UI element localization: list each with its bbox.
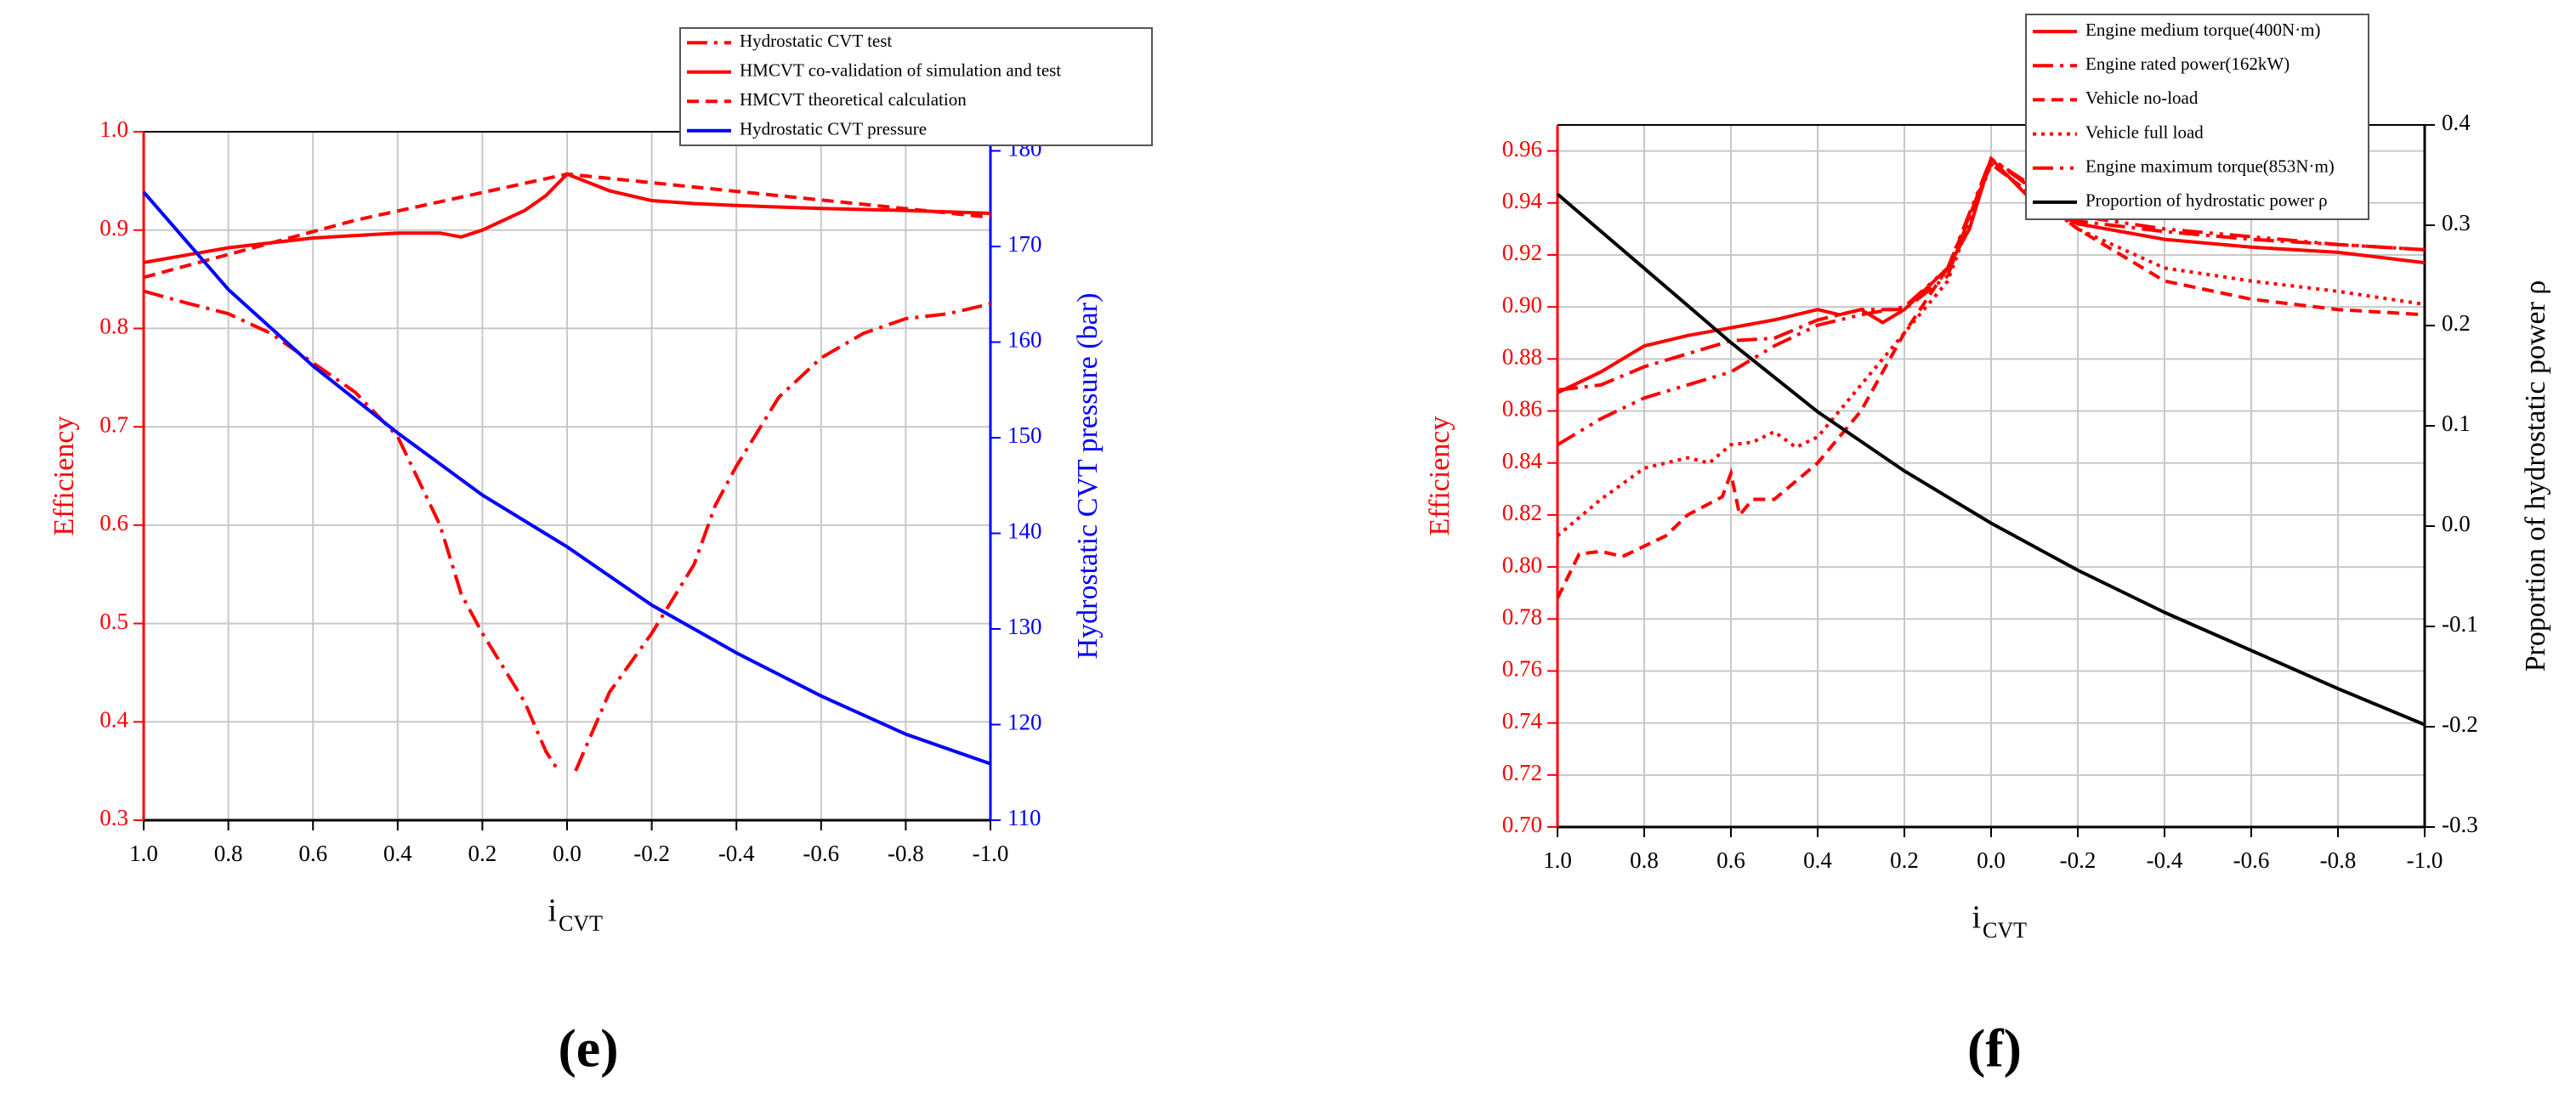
x-tick-label: -0.8 xyxy=(888,841,924,866)
y-axis-label: Efficiency xyxy=(1424,416,1455,536)
y-tick-label: 0.4 xyxy=(99,706,128,732)
y-tick-label: 0.8 xyxy=(99,314,128,339)
y-tick-label: 0.5 xyxy=(99,609,128,634)
y-tick-label: 0.92 xyxy=(1502,240,1542,265)
x-tick-label: -1.0 xyxy=(973,841,1009,866)
y-tick-label: 0.3 xyxy=(99,805,128,830)
y2-tick-label: 170 xyxy=(1007,231,1042,257)
y2-tick-label: 0.2 xyxy=(2442,310,2471,336)
y2-tick-label: 160 xyxy=(1007,327,1042,353)
legend-box xyxy=(679,27,1153,146)
y2-tick-label: 0.1 xyxy=(2442,411,2471,436)
series-line xyxy=(1556,192,2426,727)
series-line xyxy=(1557,156,2426,392)
y-tick-label: 0.82 xyxy=(1502,500,1542,525)
legend-label: Hydrostatic CVT test xyxy=(740,31,892,51)
y-tick-label: 0.74 xyxy=(1502,708,1543,734)
y-tick-label: 0.7 xyxy=(99,411,128,437)
y-tick-label: 0.9 xyxy=(99,215,128,241)
y2-tick-label: 140 xyxy=(1007,518,1042,544)
x-axis-label-sub: CVT xyxy=(559,911,603,936)
y-tick-label: 0.78 xyxy=(1502,603,1542,629)
y-tick-label: 0.80 xyxy=(1502,552,1542,577)
legend-label: Engine medium torque(400N·m) xyxy=(2085,20,2320,40)
legend-label: Vehicle no-load xyxy=(2085,88,2199,108)
y2-tick-label: 130 xyxy=(1007,614,1042,639)
legend-label: HMCVT co-validation of simulation and te… xyxy=(740,60,1061,81)
legend-label: Hydrostatic CVT pressure xyxy=(740,119,927,139)
x-tick-label: -0.2 xyxy=(2060,847,2097,873)
y2-tick-label: 110 xyxy=(1007,805,1041,830)
x-axis-label: i xyxy=(1972,900,1981,936)
y-tick-label: 0.76 xyxy=(1502,656,1542,682)
x-tick-label: 1.0 xyxy=(1543,847,1572,873)
series-line xyxy=(142,190,991,766)
series-line xyxy=(143,289,991,773)
x-tick-label: 0.4 xyxy=(383,841,412,866)
y2-tick-label: -0.1 xyxy=(2442,611,2478,637)
legend-label: Engine rated power(162kW) xyxy=(2085,54,2289,74)
x-tick-label: 0.0 xyxy=(553,841,582,866)
x-tick-label: 0.2 xyxy=(1890,847,1919,873)
y2-tick-label: 0.4 xyxy=(2442,110,2471,135)
legend-label: Proportion of hydrostatic power ρ xyxy=(2085,190,2328,211)
series-line xyxy=(1557,156,2426,394)
x-tick-label: 0.6 xyxy=(298,841,327,866)
series-line xyxy=(1556,161,2426,599)
y-tick-label: 0.88 xyxy=(1502,344,1542,370)
x-tick-label: -1.0 xyxy=(2407,847,2443,873)
y-tick-label: 0.70 xyxy=(1502,812,1542,837)
series-line xyxy=(143,172,991,264)
x-tick-label: -0.4 xyxy=(2147,847,2183,873)
y-tick-label: 0.96 xyxy=(1502,136,1542,161)
y-tick-label: 0.84 xyxy=(1502,448,1543,473)
caption: (e) xyxy=(558,1018,618,1079)
legend-label: Vehicle full load xyxy=(2085,122,2204,142)
legend-label: Engine maximum torque(853N·m) xyxy=(2085,156,2335,177)
series-line xyxy=(143,172,991,280)
legend-label: HMCVT theoretical calculation xyxy=(740,89,967,110)
x-tick-label: 1.0 xyxy=(129,841,158,866)
x-tick-label: -0.8 xyxy=(2320,847,2357,873)
y-tick-label: 0.72 xyxy=(1502,760,1542,785)
y2-tick-label: -0.2 xyxy=(2442,711,2478,737)
series-line xyxy=(1556,161,2426,537)
y-tick-label: 1.0 xyxy=(99,116,128,142)
y2-tick-label: 120 xyxy=(1007,710,1042,735)
y2-tick-label: 0.3 xyxy=(2442,210,2471,235)
x-tick-label: 0.6 xyxy=(1716,847,1745,873)
series-line xyxy=(1556,156,2426,447)
x-tick-label: -0.6 xyxy=(2233,847,2270,873)
x-tick-label: 0.2 xyxy=(468,841,497,866)
y2-tick-label: -0.3 xyxy=(2442,812,2478,837)
legend-box xyxy=(2025,14,2369,220)
y-axis-label: Efficiency xyxy=(48,416,80,536)
caption: (f) xyxy=(1967,1018,2022,1079)
x-tick-label: -0.2 xyxy=(633,841,670,866)
x-tick-label: 0.4 xyxy=(1803,847,1832,873)
x-tick-label: -0.4 xyxy=(718,841,755,866)
y2-tick-label: 150 xyxy=(1007,422,1042,448)
y-tick-label: 0.6 xyxy=(99,510,128,535)
x-tick-label: -0.6 xyxy=(803,841,839,866)
y-tick-label: 0.94 xyxy=(1502,188,1543,213)
y2-tick-label: 0.0 xyxy=(2442,511,2471,536)
y-tick-label: 0.86 xyxy=(1502,396,1542,422)
y-tick-label: 0.90 xyxy=(1502,292,1542,317)
y2-axis-label: Hydrostatic CVT pressure (bar) xyxy=(1072,293,1104,660)
x-tick-label: 0.8 xyxy=(214,841,243,866)
x-axis-label: i xyxy=(548,893,557,929)
x-tick-label: 0.8 xyxy=(1630,847,1659,873)
y2-axis-label: Proportion of hydrostatic power ρ xyxy=(2520,280,2551,672)
x-tick-label: 0.0 xyxy=(1977,847,2006,873)
x-axis-label-sub: CVT xyxy=(1983,918,2027,943)
